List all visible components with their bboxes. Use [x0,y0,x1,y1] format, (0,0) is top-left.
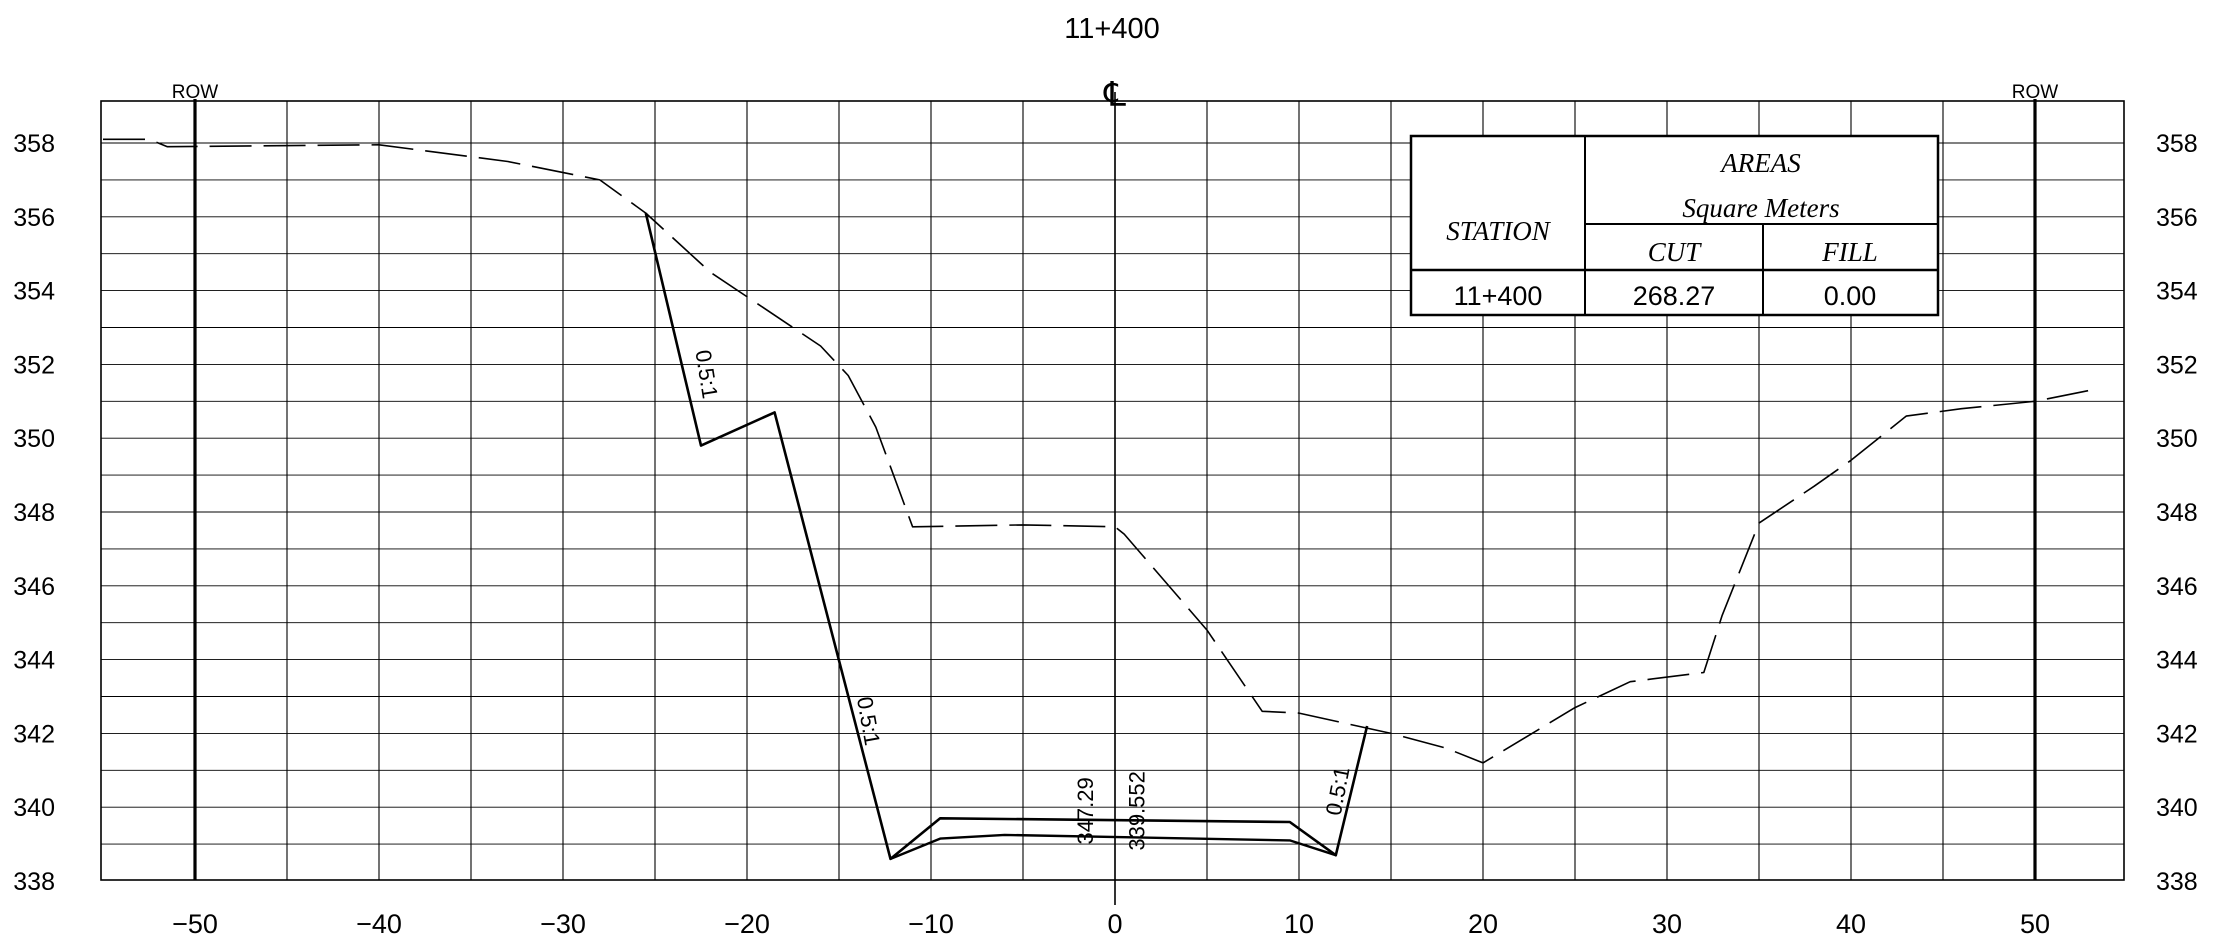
table-cell-station: 11+400 [1454,281,1543,311]
y-tick-label-right: 338 [2156,868,2198,896]
x-tick-label: 50 [2020,909,2050,939]
y-tick-label-left: 340 [13,794,55,822]
x-tick-label: −20 [724,909,770,939]
y-tick-label-left: 350 [13,425,55,453]
y-tick-labels-right: 358 356 354 352 350 348 346 344 342 340 338 [2156,130,2198,896]
x-tick-label: −40 [356,909,402,939]
y-tick-label-right: 342 [2156,720,2198,748]
row-markers: ROW ROW [172,82,2059,905]
slope-or-elevation-label: 339.552 [1124,771,1149,851]
plot-frame [100,100,2125,881]
series-layer [103,138,2100,861]
table-cell-cut: 268.27 [1633,281,1716,311]
table-header-areas: AREAS [1719,148,1801,178]
x-tick-labels: −50 −40 −30 −20 −10 0 10 20 30 40 50 [172,909,2050,939]
table-header-station: STATION [1446,216,1552,246]
x-tick-label: 30 [1652,909,1682,939]
x-tick-label: 0 [1107,909,1122,939]
y-tick-label-right: 344 [2156,647,2198,675]
table-header-units: Square Meters [1682,193,1839,223]
y-tick-label-left: 356 [13,204,55,232]
design-section-line [644,212,1369,861]
area-table: STATION AREAS Square Meters CUT FILL 11+… [1409,134,1940,317]
y-tick-label-right: 356 [2156,204,2198,232]
y-tick-label-left: 342 [13,720,55,748]
plot-border [100,100,2125,881]
x-tick-label: −50 [172,909,218,939]
y-tick-label-right: 340 [2156,794,2198,822]
slope-or-elevation-label: 0.5:1 [690,348,722,400]
y-tick-label-left: 354 [13,278,55,306]
y-tick-label-left: 348 [13,499,55,527]
x-tick-label: 10 [1284,909,1314,939]
centerline-symbol: ℄ [1103,76,1126,114]
slope-or-elevation-label: 0.5:1 [1321,765,1355,818]
y-tick-label-right: 348 [2156,499,2198,527]
chart-title: 11+400 [1064,13,1159,45]
subgrade-line [890,833,1337,861]
ground-profile-line [103,138,2100,764]
y-tick-label-right: 352 [2156,351,2198,379]
y-tick-label-right: 346 [2156,573,2198,601]
table-header-cut: CUT [1648,237,1703,267]
area-table-border [1409,134,1940,317]
x-tick-label: 40 [1836,909,1866,939]
y-tick-labels-left: 358 356 354 352 350 348 346 344 342 340 338 [13,130,55,896]
y-tick-label-right: 358 [2156,130,2198,158]
table-header-fill: FILL [1821,237,1878,267]
slope-or-elevation-label: 0.5:1 [852,695,885,748]
row-marker-label: ROW [2012,82,2059,103]
x-tick-label: −10 [908,909,954,939]
x-tick-label: 20 [1468,909,1498,939]
y-tick-label-right: 350 [2156,425,2198,453]
y-tick-label-left: 344 [13,647,55,675]
x-tick-label: −30 [540,909,586,939]
y-tick-label-right: 354 [2156,278,2198,306]
y-tick-label-left: 352 [13,351,55,379]
slope-or-elevation-label: 347.29 [1073,777,1098,844]
table-cell-fill: 0.00 [1824,281,1877,311]
row-marker-label: ROW [172,82,219,103]
y-tick-label-left: 338 [13,868,55,896]
y-tick-label-left: 358 [13,130,55,158]
y-tick-label-left: 346 [13,573,55,601]
